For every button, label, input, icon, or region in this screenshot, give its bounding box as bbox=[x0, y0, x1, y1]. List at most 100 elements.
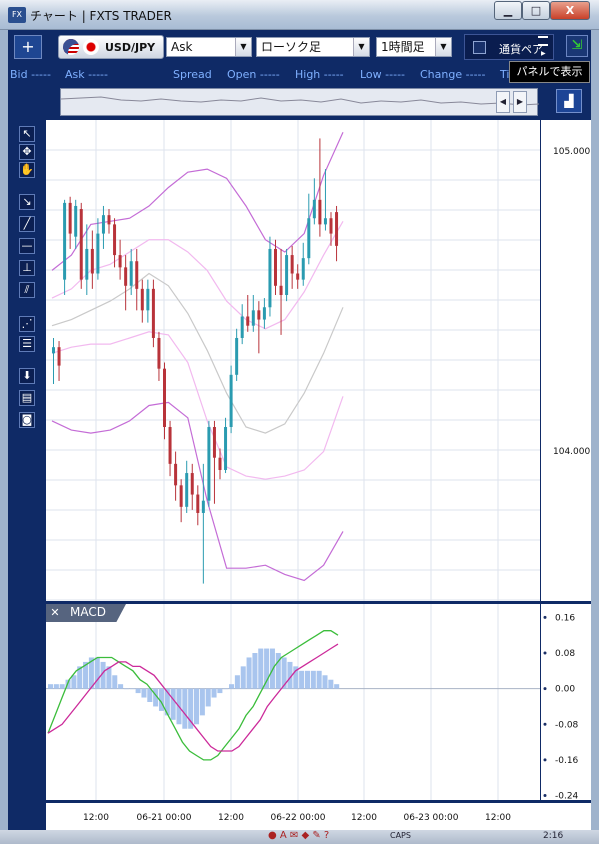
candle-body bbox=[290, 255, 294, 274]
taskbar: ● A ✉ ◆ ✎ ? CAPS 2:16 bbox=[0, 830, 599, 844]
chevron-down-icon[interactable]: ▼ bbox=[235, 38, 251, 56]
pin-icon[interactable]: ↘ bbox=[19, 194, 35, 210]
macd-axis: 0.16 0.08 0.00 -0.08 -0.16 -0.24 bbox=[540, 604, 591, 802]
macd-histogram-bar bbox=[53, 684, 59, 689]
clock: 2:16 bbox=[543, 831, 564, 841]
price-label: 105.000 bbox=[553, 147, 591, 157]
candle-body bbox=[279, 285, 283, 295]
macd-histogram-bar bbox=[77, 666, 83, 689]
macd-histogram-bar bbox=[158, 688, 164, 711]
navigator-track[interactable] bbox=[60, 88, 540, 116]
add-chart-button[interactable]: + bbox=[14, 35, 42, 59]
macd-histogram-bar bbox=[258, 648, 264, 689]
close-button[interactable]: X bbox=[550, 1, 590, 20]
macd-histogram-bar bbox=[252, 653, 258, 689]
candle-body bbox=[163, 368, 166, 428]
macd-axis-svg: 0.16 0.08 0.00 -0.08 -0.16 -0.24 bbox=[543, 613, 579, 802]
panel-checkbox[interactable] bbox=[473, 41, 486, 54]
chevron-down-icon[interactable]: ▼ bbox=[353, 38, 369, 56]
candle-body bbox=[107, 215, 111, 225]
symbol-label: USD/JPY bbox=[105, 41, 156, 54]
show-panel-tooltip: パネルで表示 bbox=[509, 61, 590, 83]
macd-histogram-bar bbox=[246, 657, 252, 689]
macd-histogram-bar bbox=[322, 675, 328, 689]
fibonacci-icon[interactable]: ☰ bbox=[19, 336, 35, 352]
macd-histogram-bar bbox=[304, 670, 310, 689]
candle-body bbox=[185, 473, 189, 507]
scroll-latest-button[interactable]: ▟ bbox=[556, 89, 582, 113]
us-flag-icon bbox=[63, 39, 79, 55]
horizontal-line-icon[interactable]: — bbox=[19, 238, 35, 254]
bollinger-band-lower2 bbox=[51, 401, 344, 582]
candle-body bbox=[301, 258, 305, 280]
candle-body bbox=[135, 261, 139, 289]
macd-histogram-bar bbox=[287, 661, 293, 689]
navigator-right-button[interactable]: ▶ bbox=[513, 91, 527, 113]
macd-tick-dot bbox=[543, 687, 547, 691]
candle-body bbox=[207, 427, 211, 501]
price-chart[interactable] bbox=[46, 120, 540, 602]
title-bar[interactable]: FX チャート | FXTS TRADER ▁ □ X bbox=[0, 0, 599, 30]
macd-signal-line bbox=[47, 643, 339, 752]
candle-body bbox=[268, 248, 272, 308]
chevron-down-icon[interactable]: ▼ bbox=[435, 38, 451, 56]
fan-icon[interactable]: ⋰ bbox=[19, 316, 35, 332]
chart-type-value: ローソク足 bbox=[261, 40, 322, 54]
candle-body bbox=[190, 473, 194, 495]
chart-type-select[interactable]: ローソク足 ▼ bbox=[256, 37, 370, 57]
macd-tick-label: 0.16 bbox=[555, 613, 575, 623]
macd-histogram-bar bbox=[112, 675, 118, 689]
macd-title: MACD bbox=[70, 605, 106, 619]
candle-body bbox=[179, 485, 183, 507]
time-axis: 12:00 06-21 00:00 12:00 06-22 00:00 12:00 06-… bbox=[46, 803, 591, 830]
camera-icon[interactable]: ◙ bbox=[19, 412, 35, 428]
macd-histogram-bar bbox=[118, 684, 124, 689]
list-icon[interactable]: ▤ bbox=[19, 390, 35, 406]
interval-select[interactable]: 1時間足 ▼ bbox=[376, 37, 452, 57]
panel-grip-icon[interactable] bbox=[538, 36, 548, 46]
macd-chart[interactable] bbox=[46, 604, 540, 800]
vertical-line-icon[interactable]: ⊥ bbox=[19, 260, 35, 276]
candle-body bbox=[201, 500, 205, 513]
cursor-icon[interactable]: ↖ bbox=[19, 126, 35, 142]
price-type-select[interactable]: Ask ▼ bbox=[166, 37, 252, 57]
quote-bar: Bid ----- Ask ----- Spread Open ----- Hi… bbox=[8, 66, 591, 86]
macd-histogram-bar bbox=[328, 679, 334, 689]
download-icon[interactable]: ⬇ bbox=[19, 368, 35, 384]
channel-icon[interactable]: ⫽ bbox=[19, 282, 35, 298]
candle-body bbox=[251, 310, 255, 326]
taskbar-icons[interactable]: ● A ✉ ◆ ✎ ? bbox=[268, 830, 330, 841]
maximize-button[interactable]: □ bbox=[522, 1, 550, 20]
macd-histogram-bar bbox=[94, 657, 100, 689]
quote-change: Change ----- bbox=[420, 68, 486, 81]
bollinger-band-upper2 bbox=[51, 132, 344, 271]
window-frame-left bbox=[0, 30, 8, 844]
trendline-icon[interactable]: ╱ bbox=[19, 216, 35, 232]
macd-histogram-bar bbox=[100, 661, 106, 689]
macd-histogram-bar bbox=[299, 670, 305, 689]
macd-tick-dot bbox=[543, 722, 547, 726]
currency-panel-label: 通貨ペア bbox=[499, 43, 543, 56]
quote-time: Ti bbox=[500, 68, 510, 81]
close-icon[interactable]: ✕ bbox=[50, 606, 60, 619]
time-label: 12:00 bbox=[485, 813, 511, 823]
macd-histogram-bar bbox=[123, 688, 129, 690]
hand-icon[interactable]: ✋ bbox=[19, 162, 35, 178]
navigator-left-button[interactable]: ◀ bbox=[496, 91, 510, 113]
macd-histogram-bar bbox=[147, 688, 153, 702]
macd-chart-svg bbox=[46, 604, 540, 800]
symbol-button[interactable]: USD/JPY bbox=[58, 35, 164, 59]
candle-body bbox=[174, 463, 178, 486]
macd-histogram-bar bbox=[135, 688, 141, 694]
macd-histogram-bar bbox=[83, 661, 89, 689]
candle-body bbox=[113, 224, 117, 256]
show-panel-button[interactable]: ⇲ bbox=[566, 35, 588, 57]
panel-separator[interactable] bbox=[46, 601, 591, 604]
crosshair-cursor-icon[interactable]: ✥ bbox=[19, 144, 35, 160]
minimize-button[interactable]: ▁ bbox=[494, 1, 522, 20]
panel-separator bbox=[46, 800, 591, 803]
macd-histogram-bar bbox=[217, 688, 223, 694]
navigator-sparkline bbox=[60, 96, 540, 106]
currency-panel-button[interactable]: 通貨ペア bbox=[464, 34, 554, 60]
